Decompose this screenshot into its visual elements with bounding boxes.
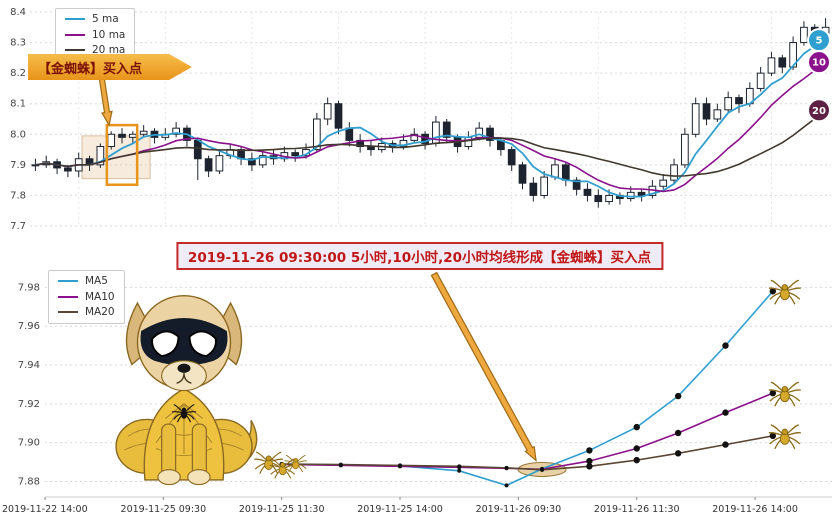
- svg-text:8.2: 8.2: [10, 68, 26, 79]
- legend-item-ma20: MA20: [58, 307, 115, 318]
- dog-web-pattern-body: [155, 403, 213, 457]
- dog-mouth: [176, 372, 192, 384]
- legend-label-5ma: 5 ma: [92, 13, 119, 25]
- svg-text:7.92: 7.92: [18, 399, 40, 410]
- svg-text:7.90: 7.90: [18, 438, 40, 449]
- bottom-chart-legend: MA5 MA10 MA20: [48, 270, 125, 324]
- legend-label-ma10: MA10: [85, 290, 115, 303]
- legend-label-ma20: MA20: [85, 306, 115, 318]
- svg-text:2019-11-25 09:30: 2019-11-25 09:30: [121, 504, 207, 515]
- legend-label-20ma: 20 ma: [92, 44, 126, 56]
- svg-text:8.4: 8.4: [10, 7, 26, 18]
- svg-text:7.96: 7.96: [18, 321, 40, 332]
- golden-spider-buy-point-banner: 【金蜘蛛】买入点: [28, 54, 192, 80]
- top-chart-legend: 5 ma 10 ma 20 ma: [55, 8, 136, 62]
- legend-item-ma5: MA5: [58, 276, 115, 287]
- spider-dog-image: [115, 294, 258, 486]
- spider-emblem: [171, 403, 197, 423]
- svg-text:8.1: 8.1: [10, 99, 26, 110]
- legend-label-ma5: MA5: [85, 275, 108, 287]
- 10ma-line-swatch: [65, 33, 85, 36]
- svg-text:7.94: 7.94: [18, 360, 40, 371]
- legend-item-5ma: 5 ma: [65, 14, 125, 25]
- svg-text:5: 5: [816, 36, 823, 47]
- svg-text:8.0: 8.0: [10, 129, 26, 140]
- svg-text:20: 20: [812, 106, 826, 117]
- svg-text:7.98: 7.98: [18, 282, 40, 293]
- dog-front-leg-left: [161, 423, 177, 477]
- mask-eye-left: [151, 330, 180, 358]
- dog-paw-left: [157, 469, 181, 486]
- svg-text:2019-11-25 14:00: 2019-11-25 14:00: [357, 504, 443, 515]
- svg-text:10: 10: [812, 58, 826, 69]
- dog-front-leg-right: [191, 423, 207, 477]
- svg-text:2019-11-26 14:00: 2019-11-26 14:00: [712, 504, 798, 515]
- 5ma-line-swatch: [65, 18, 85, 21]
- svg-text:2019-11-26 09:30: 2019-11-26 09:30: [476, 504, 562, 515]
- ma5-line-swatch: [58, 280, 78, 283]
- svg-text:8.3: 8.3: [10, 38, 26, 49]
- ma-line-chart-svg: 7.88 7.90 7.92 7.94 7.96 7.98 2019-11-22 14:00…: [2, 271, 832, 515]
- legend-item-20ma: 20 ma: [65, 45, 125, 56]
- legend-label-10ma: 10 ma: [92, 28, 126, 41]
- legend-item-ma10: MA10: [58, 290, 115, 303]
- ma20-line-swatch: [58, 311, 78, 314]
- svg-text:7.8: 7.8: [10, 190, 26, 201]
- signal-annotation-box: 2019-11-26 09:30:00 5小时,10小时,20小时均线形成【金蜘…: [175, 242, 664, 270]
- svg-text:2019-11-25 11:30: 2019-11-25 11:30: [239, 504, 325, 515]
- svg-text:7.9: 7.9: [10, 160, 26, 171]
- candlestick-chart-svg: 7.7 7.8 7.9 8.0 8.1 8.2 8.3 8.4 5 10 20: [10, 7, 831, 232]
- svg-text:2019-11-26 11:30: 2019-11-26 11:30: [594, 504, 680, 515]
- ma10-line-swatch: [58, 295, 78, 298]
- svg-text:2019-11-22 14:00: 2019-11-22 14:00: [2, 504, 88, 515]
- svg-text:7.88: 7.88: [18, 476, 40, 487]
- 20ma-line-swatch: [65, 49, 85, 52]
- dog-nose: [177, 363, 191, 373]
- dog-paw-right: [187, 469, 211, 486]
- svg-text:7.7: 7.7: [10, 221, 26, 232]
- legend-item-10ma: 10 ma: [65, 28, 126, 41]
- mask-eye-right: [188, 330, 217, 358]
